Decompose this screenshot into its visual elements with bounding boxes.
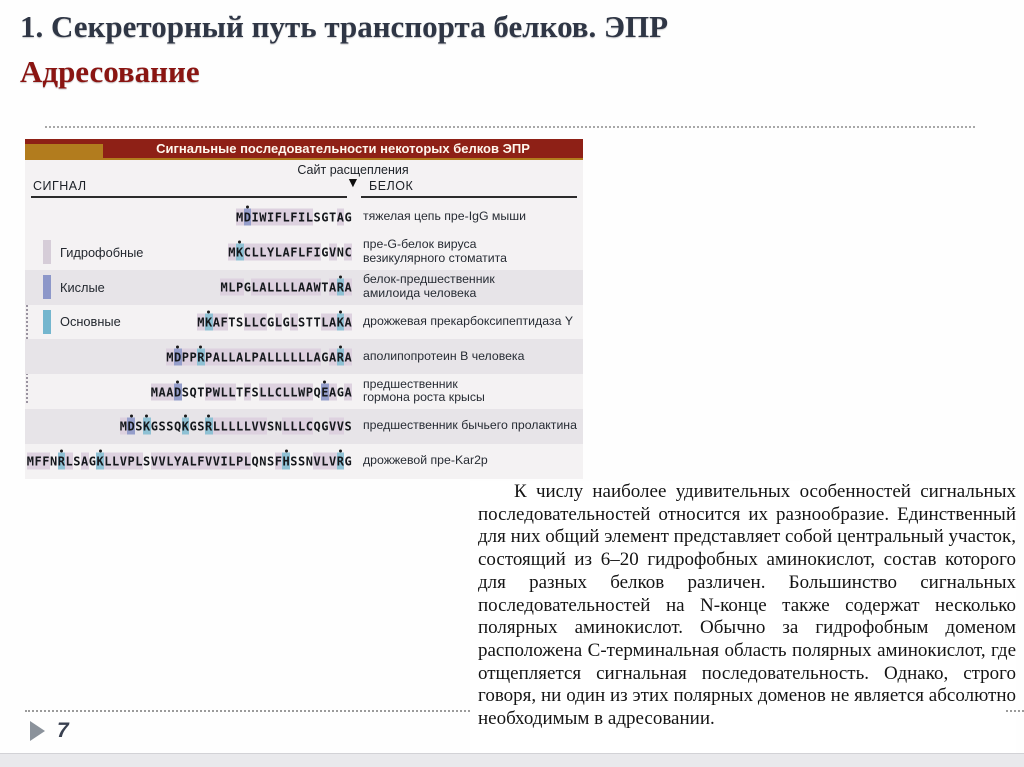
next-slide-arrow-icon (30, 721, 45, 741)
column-header-signal: СИГНАЛ (33, 179, 87, 193)
body-text-block: К числу наиболее удивительных особенност… (470, 481, 1016, 755)
signal-column-rule (31, 196, 347, 198)
paragraph: К числу наиболее удивительных особенност… (478, 481, 1016, 730)
table-row: MAADSQTPWLLTFSLLCLLWPQEAGA предшественник… (25, 374, 583, 409)
page-title: 1. Секреторный путь транспорта белков. Э… (20, 4, 668, 94)
column-header-protein: БЕЛОК (369, 179, 414, 193)
protein-name: белок-предшественник амилоида человека (363, 272, 495, 301)
protein-name: предшественник гормона роста крысы (363, 376, 485, 405)
figure-signal-sequences: Сигнальные последовательности некоторых … (25, 139, 583, 479)
table-row: MDSKGSSQKGSRLLLLLVVSNLLLCQGVVS предшестве… (25, 409, 583, 444)
title-line1: 1. Секреторный путь транспорта белков. Э… (20, 9, 669, 44)
legend-label: Гидрофобные (60, 244, 144, 260)
sequence-rows: MDIWIFLFILSGTAG тяжелая цепь пре-IgG мыши… (25, 200, 583, 479)
bottom-dashed-separator-left (25, 710, 470, 712)
signal-sequence: MDSKGSSQKGSRLLLLLVVSNLLLCQGVVS (119, 414, 352, 435)
figure-title: Сигнальные последовательности некоторых … (156, 141, 530, 156)
legend-swatch (43, 309, 51, 334)
protein-name: дрожжевой пре-Kar2p (363, 453, 488, 468)
bottom-dashed-separator-right (1006, 710, 1024, 712)
protein-name: дрожжевая прекарбоксипептидаза Y (363, 314, 574, 329)
signal-sequence: MKAFTSLLCGLGLSTTLAKA (197, 310, 352, 331)
signal-sequence: MAADSQTPWLLTFSLLCLLWPQEAGA (150, 380, 352, 401)
table-row: Гидрофобные MKCLLYLAFLFIGVNC пре-G-белок в… (25, 235, 583, 270)
page-navigation: 7 (30, 719, 69, 743)
protein-name: пре-G-белок вируса везикулярного стомати… (363, 237, 507, 266)
page-number: 7 (57, 719, 69, 742)
table-row: MDIWIFLFILSGTAG тяжелая цепь пре-IgG мыши (25, 200, 583, 235)
legend-item: Гидрофобные (43, 235, 143, 270)
bottom-strip (0, 753, 1024, 767)
figure-column-headers: Сайт расщепления ▼ СИГНАЛ БЕЛОК (25, 160, 583, 200)
signal-sequence: MFFNRLSAGKLLVPLSVVLYALFVVILPLQNSFHSSNVLV… (26, 449, 352, 470)
legend-swatch (43, 275, 51, 300)
protein-name: предшественник бычьего пролактина (363, 418, 577, 433)
signal-sequence: MKCLLYLAFLFIGVNC (228, 240, 352, 261)
top-dashed-separator (45, 126, 975, 128)
signal-sequence: MDIWIFLFILSGTAG (235, 205, 352, 226)
signal-sequence: MDPPRPALLALPALLLLLLAGARA (166, 345, 352, 366)
gold-accent-edge (103, 158, 583, 160)
legend-label: Основные (60, 314, 121, 330)
signal-sequence: MLPGLALLLLAAWTARA (220, 275, 352, 296)
table-row: MDPPRPALLALPALLLLLLAGARA аполипопротеин B… (25, 339, 583, 375)
figure-title-bar: Сигнальные последовательности некоторых … (25, 139, 583, 160)
gold-accent-block (25, 144, 103, 160)
legend-swatch (43, 240, 51, 265)
protein-column-rule (361, 196, 577, 198)
title-line2: Адресование (20, 54, 200, 89)
legend-item: Основные (43, 305, 121, 340)
legend-label: Кислые (60, 279, 105, 295)
cleavage-site-label: Сайт расщепления (297, 163, 409, 177)
table-row: Кислые MLPGLALLLLAAWTARA белок-предшествен… (25, 269, 583, 305)
legend-item: Кислые (43, 270, 105, 305)
cleavage-arrow-icon: ▼ (346, 174, 360, 190)
protein-name: аполипопротеин B человека (363, 348, 525, 363)
table-row: Основные MKAFTSLLCGLGLSTTLAKA дрожжевая пр… (25, 305, 583, 340)
protein-name: тяжелая цепь пре-IgG мыши (363, 209, 526, 224)
table-row: MFFNRLSAGKLLVPLSVVLYALFVVILPLQNSFHSSNVLV… (25, 444, 583, 479)
